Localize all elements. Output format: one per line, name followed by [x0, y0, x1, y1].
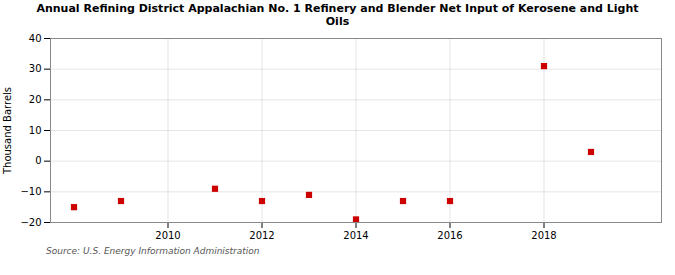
svg-text:2018: 2018 — [531, 230, 556, 241]
svg-text:−10: −10 — [20, 186, 41, 197]
svg-text:2016: 2016 — [437, 230, 462, 241]
html-text:Source: U.S. Energy Informatio: Source: U.S. Energy Information Administ… — [46, 246, 260, 257]
svg-text:0: 0 — [35, 156, 41, 167]
svg-text:2012: 2012 — [249, 230, 274, 241]
svg-text:20: 20 — [29, 94, 42, 105]
svg-text:30: 30 — [29, 64, 42, 75]
svg-text:−20: −20 — [20, 217, 41, 228]
svg-text:2010: 2010 — [155, 230, 180, 241]
svg-text:2014: 2014 — [343, 230, 368, 241]
svg-text:10: 10 — [29, 125, 42, 136]
html-text:Annual Refining District Appal: Annual Refining District Appalachian No.… — [36, 2, 639, 29]
svg-text:40: 40 — [29, 33, 42, 44]
svg-text:Thousand Barrels: Thousand Barrels — [2, 87, 13, 175]
